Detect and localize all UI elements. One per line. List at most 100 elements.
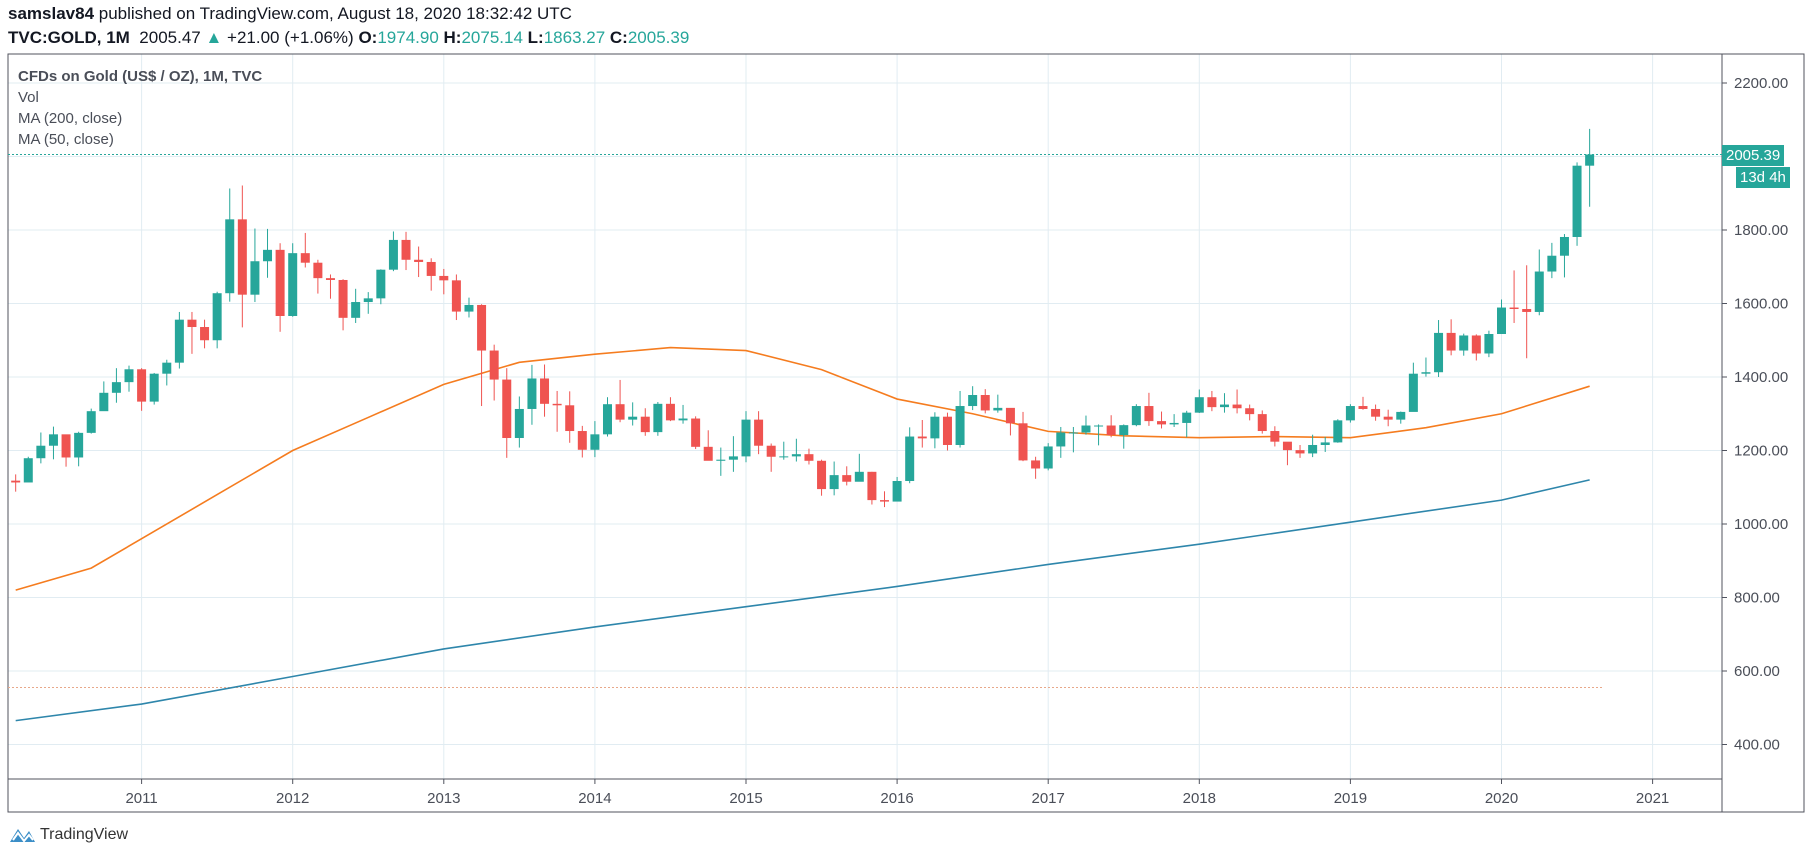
candle-body: [728, 456, 738, 460]
candle-body: [1068, 432, 1078, 434]
candle-body: [124, 369, 134, 383]
chart-legend: CFDs on Gold (US$ / OZ), 1M, TVC Vol MA …: [18, 66, 262, 150]
candle-body: [137, 369, 147, 402]
symbol: TVC:GOLD, 1M: [8, 28, 130, 47]
candle-body: [552, 403, 562, 406]
last-price-badge: 2005.39: [1722, 144, 1785, 166]
open-value: 1974.90: [377, 28, 439, 47]
candle-body: [514, 408, 524, 439]
x-tick-label: 2011: [125, 790, 157, 807]
candle-body: [1333, 420, 1343, 443]
candle-body: [628, 416, 638, 420]
candle-body: [1081, 425, 1091, 433]
author[interactable]: samslav84: [8, 4, 95, 23]
candle-body: [1383, 416, 1393, 420]
candle-body: [1157, 421, 1167, 425]
candle-body: [250, 261, 260, 295]
legend-ma50: MA (50, close): [18, 131, 114, 148]
candle-body: [99, 392, 109, 412]
candle-body: [791, 454, 801, 457]
candle-body: [36, 445, 46, 459]
candle-body: [489, 350, 499, 380]
candle-body: [817, 460, 827, 490]
candle-body: [602, 404, 612, 435]
candle-body: [741, 419, 751, 457]
y-tick-label: 1400.00: [1734, 369, 1788, 386]
candle-body: [1031, 460, 1041, 469]
candle-body: [968, 395, 978, 407]
candle-body: [162, 362, 172, 374]
legend-vol: Vol: [18, 89, 39, 106]
candle-body: [880, 500, 890, 502]
x-tick-label: 2018: [1183, 790, 1216, 807]
candle-body: [1547, 255, 1557, 272]
candle-body: [338, 279, 348, 318]
candle-body: [993, 407, 1003, 411]
x-tick-label: 2016: [880, 790, 913, 807]
candle-body: [464, 304, 474, 312]
legend-title: CFDs on Gold (US$ / OZ), 1M, TVC: [18, 68, 263, 85]
candle-body: [1182, 412, 1192, 423]
change: +21.00 (+1.06%): [227, 28, 354, 47]
candle-body: [61, 434, 71, 458]
candle-body: [187, 319, 197, 328]
x-tick-label: 2019: [1334, 790, 1367, 807]
candle-body: [111, 382, 121, 393]
candle-body: [1207, 397, 1217, 408]
chart-frame: [7, 53, 1805, 813]
candle-body: [1572, 165, 1582, 237]
candle-body: [1559, 236, 1569, 256]
tradingview-logo[interactable]: TradingView: [8, 826, 128, 844]
candle-body: [149, 373, 159, 402]
candle-body: [930, 416, 940, 439]
candle-body: [1484, 334, 1494, 354]
candle-body: [653, 403, 663, 433]
y-tick-label: 2200.00: [1734, 75, 1788, 92]
candle-body: [426, 261, 436, 276]
candle-body: [1396, 411, 1406, 420]
candle-body: [325, 278, 335, 280]
candle-body: [867, 471, 877, 501]
candle-body: [451, 280, 461, 312]
close-label: C:: [609, 28, 628, 47]
last-price: 2005.47: [139, 28, 201, 47]
legend-ma200: MA (200, close): [18, 110, 123, 127]
candle-body: [414, 259, 424, 262]
candle-body: [1459, 335, 1469, 351]
candle-body: [48, 434, 58, 446]
candle-body: [363, 298, 373, 303]
candle-body: [1421, 372, 1431, 374]
candle-body: [665, 403, 675, 421]
candle-body: [11, 480, 21, 483]
x-tick-label: 2021: [1636, 790, 1669, 807]
candle-body: [212, 293, 222, 341]
candle-body: [1219, 404, 1229, 408]
y-tick-label: 400.00: [1734, 737, 1780, 754]
candle-body: [502, 379, 512, 439]
candle-body: [351, 302, 361, 318]
candle-body: [942, 416, 952, 445]
candle-body: [237, 219, 247, 295]
candle-body: [779, 456, 789, 458]
tradingview-logo-icon: [10, 829, 35, 843]
candle-body: [1194, 397, 1204, 413]
candle-body: [174, 319, 184, 363]
candle-body: [980, 395, 990, 411]
ma50-line: [15, 346, 1590, 591]
candle-body: [200, 327, 210, 341]
y-tick-label: 600.00: [1734, 663, 1780, 680]
candle-body: [703, 446, 713, 461]
candle-body: [1144, 406, 1154, 422]
x-tick-label: 2015: [729, 790, 762, 807]
logo-text: TradingView: [40, 826, 129, 843]
candle-body: [275, 249, 285, 316]
candle-body: [1131, 406, 1141, 426]
candle-body: [640, 416, 650, 433]
candle-body: [590, 434, 600, 450]
candle-body: [1043, 446, 1053, 469]
candle-body: [1408, 373, 1418, 412]
candle-body: [263, 249, 273, 262]
candle-body: [225, 219, 235, 294]
symbol-info: TVC:GOLD, 1M 2005.47 ▲ +21.00 (+1.06%) O…: [8, 28, 689, 48]
